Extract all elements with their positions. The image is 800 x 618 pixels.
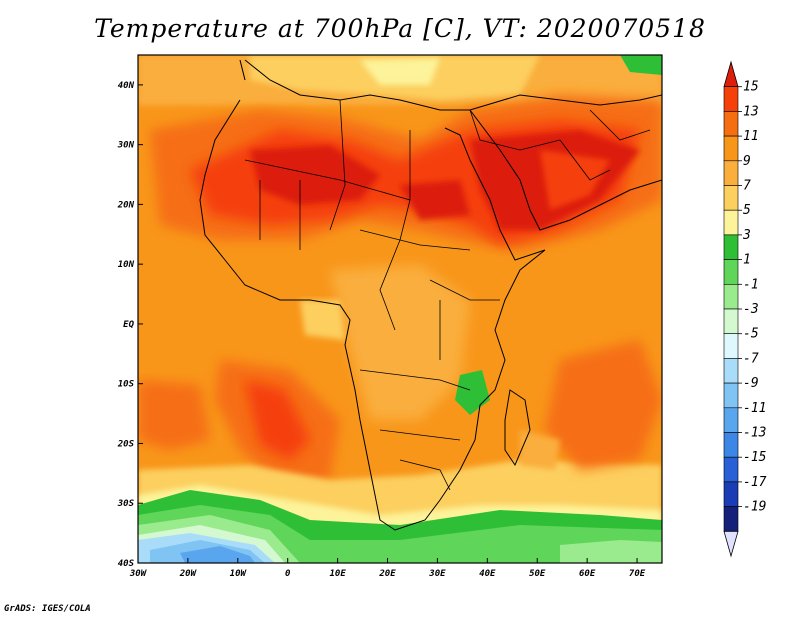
colorbar-label: -15 [743,450,767,465]
colorbar-swatch [723,481,739,507]
credit-text: GrADS: IGES/COLA [4,604,91,614]
lon-tick-label: 10E [329,569,346,579]
lat-tick-label: 20N [117,200,135,210]
colorbar-swatch [723,358,739,384]
lat-tick-label: EQ [123,320,134,330]
lon-tick-label: 70E [629,569,646,579]
lat-tick-label: 10S [118,380,135,390]
coastlines [199,59,662,531]
colorbar-swatch [723,432,739,458]
colorbar-swatch [723,209,739,236]
country-borders [244,99,651,491]
colorbar-label: 7 [743,179,751,194]
colorbar-label: -17 [743,475,767,490]
colorbar-label: 15 [743,80,759,95]
colorbar-swatch [723,160,739,186]
colorbar-swatch [723,283,739,310]
colorbar-label: 3 [742,228,751,243]
lat-tick-label: 30S [117,499,135,509]
colorbar-swatch [723,456,739,483]
colorbar-swatch [723,60,739,88]
lon-tick-label: 0 [285,569,291,579]
colorbar-label: -3 [743,302,759,317]
colorbar-swatch [723,135,739,162]
colorbar-label: 11 [743,129,759,144]
colorbar-label: 1 [743,253,751,268]
colorbar-swatch [723,407,739,433]
colorbar-label: -9 [743,376,759,391]
colorbar-swatch [723,234,739,260]
colorbar-label: -13 [743,426,766,441]
lon-tick-label: 10W [230,569,248,579]
colorbar-swatch [723,530,739,558]
lon-tick-label: 40E [479,569,496,579]
map-frame [137,54,663,564]
lat-tick-label: 40S [118,559,135,569]
lon-tick-label: 50E [529,569,546,579]
colorbar-swatch [723,308,739,335]
lon-tick-label: 20W [179,569,198,579]
colorbar-swatch [723,333,739,359]
chart-title: Temperature at 700hPa [C], VT: 202007051… [94,14,706,43]
colorbar-swatch [723,259,739,285]
lat-tick-label: 30N [117,141,135,151]
lat-tick-label: 40N [118,81,135,91]
lon-tick-label: 30E [428,569,446,579]
colorbar-label: 13 [743,104,759,119]
latitude-axis: 40N 30N 20N 10N EQ 10S 20S 30S 40S [117,81,143,569]
lat-tick-label: 20S [117,439,135,449]
colorbar-label: 9 [743,154,751,169]
lon-tick-label: 30W [129,569,148,579]
colorbar-swatch [723,382,739,409]
colorbar-label: -5 [743,327,759,342]
colorbar-label: -19 [743,500,766,515]
colorbar-label: 5 [743,203,751,218]
lat-tick-label: 10N [118,260,135,270]
lon-tick-label: 60E [579,569,596,579]
colorbar-label: -1 [743,277,759,292]
temperature-field [138,55,662,563]
longitude-axis: 30W 20W 10W 0 10E 20E 30E 40E 50E 60E 70E [129,558,646,579]
colorbar-label: -11 [743,401,766,416]
lon-tick-label: 20E [378,569,396,579]
colorbar-swatch [723,506,739,532]
colorbar-swatch [723,185,739,211]
colorbar-label: -7 [743,351,759,366]
colorbar-swatch [723,86,739,112]
colorbar: 15 13 11 9 7 5 3 1 -1 -3 -5 -7 -9 -11 -13 -15 -17 -19 [723,60,767,558]
colorbar-swatch [723,111,739,137]
